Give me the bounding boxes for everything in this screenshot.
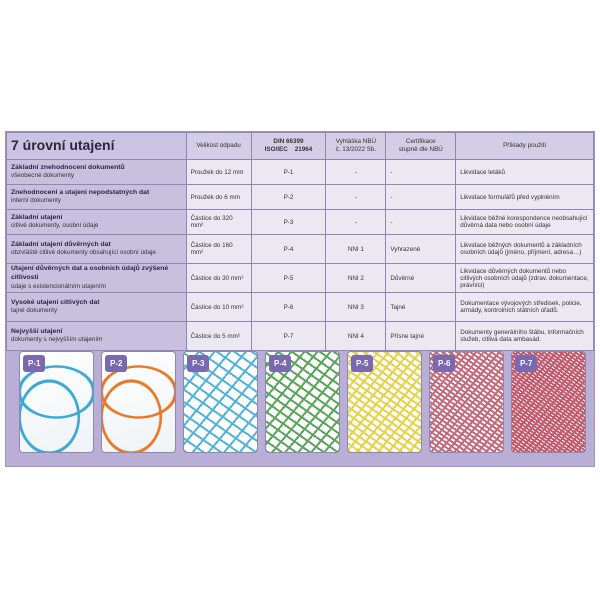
level-tag: P-2 bbox=[105, 355, 128, 372]
din-cell: P-6 bbox=[250, 292, 327, 322]
nbu-cell: NNI 3 bbox=[325, 292, 387, 322]
shred-photo-p-6: P-6 bbox=[429, 351, 504, 453]
table-row: Základní utajení citlivé dokumenty, osobn… bbox=[6, 209, 594, 235]
cert-cell: - bbox=[385, 159, 457, 185]
din-cell: P-4 bbox=[250, 234, 327, 264]
shred-photo-p-7: P-7 bbox=[511, 351, 586, 453]
size-cell: Proužek do 6 mm bbox=[185, 184, 252, 210]
nbu-cell: - bbox=[325, 184, 387, 210]
size-cell: Proužek do 12 mm bbox=[185, 159, 252, 185]
table-row: Vysoké utajení citlivých dat tajné dokume… bbox=[6, 292, 594, 322]
example-cell: Likvidace formulářů před vyplněním bbox=[455, 184, 594, 210]
example-cell: Dokumenty generálního štábu, informačníc… bbox=[455, 321, 594, 351]
level-tag: P-6 bbox=[433, 355, 456, 372]
size-cell: Částice do 10 mm² bbox=[185, 292, 252, 322]
level-cell: Nejvyšší utajení dokumenty s nejvyšším ut… bbox=[6, 321, 187, 351]
level-cell: Základní utajení citlivé dokumenty, osobn… bbox=[6, 209, 187, 235]
table-title: 7 úrovní utajení bbox=[6, 132, 187, 160]
table-row: Základní znehodnocení dokumentů všeobecné… bbox=[6, 159, 594, 185]
din-cell: P-5 bbox=[250, 263, 327, 293]
level-cell: Základní utajení důvěrných dat obzvláště … bbox=[6, 234, 187, 264]
level-cell: Základní znehodnocení dokumentů všeobecné… bbox=[6, 159, 187, 185]
example-cell: Likvidace běžných dokumentů a základních… bbox=[455, 234, 594, 264]
cert-cell: Důvěrné bbox=[385, 263, 457, 293]
din-cell: P-7 bbox=[250, 321, 327, 351]
table-header: 7 úrovní utajení Velikost odpadu DIN 663… bbox=[6, 132, 594, 160]
shred-photo-p-4: P-4 bbox=[265, 351, 340, 453]
table-row: Základní utajení důvěrných dat obzvláště … bbox=[6, 234, 594, 264]
security-levels-table: 7 úrovní utajení Velikost odpadu DIN 663… bbox=[6, 132, 594, 351]
header-nbu: Vyhláška NBÚ č. 13/2022 Sb. bbox=[325, 132, 387, 160]
table-row: Utajení důvěrných dat a osobních údajů z… bbox=[6, 263, 594, 293]
shred-photo-p-5: P-5 bbox=[347, 351, 422, 453]
level-tag: P-5 bbox=[351, 355, 374, 372]
cert-cell: Vyhrazené bbox=[385, 234, 457, 264]
example-cell: Likvidace běžné korespondence neobsahují… bbox=[455, 209, 594, 235]
nbu-cell: - bbox=[325, 159, 387, 185]
level-cell: Znehodnocení a utajení nepodstatných dat… bbox=[6, 184, 187, 210]
din-cell: P-1 bbox=[250, 159, 327, 185]
security-levels-panel: 7 úrovní utajení Velikost odpadu DIN 663… bbox=[5, 131, 595, 467]
example-cell: Dokumentace vývojových středisek, polici… bbox=[455, 292, 594, 322]
nbu-cell: NNI 4 bbox=[325, 321, 387, 351]
level-tag: P-1 bbox=[23, 355, 46, 372]
example-cell: Likvidace letáků bbox=[455, 159, 594, 185]
level-tag: P-4 bbox=[269, 355, 292, 372]
header-examples: Příklady použití bbox=[455, 132, 594, 160]
nbu-cell: NNI 2 bbox=[325, 263, 387, 293]
din-cell: P-2 bbox=[250, 184, 327, 210]
level-tag: P-7 bbox=[515, 355, 538, 372]
cert-cell: Tajné bbox=[385, 292, 457, 322]
table-row: Znehodnocení a utajení nepodstatných dat… bbox=[6, 184, 594, 210]
cert-cell: - bbox=[385, 184, 457, 210]
header-cert: Certifikace stupně dle NBÚ bbox=[385, 132, 457, 160]
shred-photo-p-1: P-1 bbox=[19, 351, 94, 453]
shred-photos: P-1 P-2 P-3 P-4 P-5 P-6 P-7 bbox=[19, 351, 589, 453]
cert-cell: Přísne tajné bbox=[385, 321, 457, 351]
shred-photo-p-3: P-3 bbox=[183, 351, 258, 453]
level-cell: Utajení důvěrných dat a osobních údajů z… bbox=[6, 263, 187, 293]
table-row: Nejvyšší utajení dokumenty s nejvyšším ut… bbox=[6, 321, 594, 351]
level-cell: Vysoké utajení citlivých dat tajné dokume… bbox=[6, 292, 187, 322]
level-tag: P-3 bbox=[187, 355, 210, 372]
cert-cell: - bbox=[385, 209, 457, 235]
shred-photo-p-2: P-2 bbox=[101, 351, 176, 453]
nbu-cell: NNI 1 bbox=[325, 234, 387, 264]
size-cell: Částice do 5 mm² bbox=[185, 321, 252, 351]
size-cell: Částice do 320 mm² bbox=[185, 209, 252, 235]
nbu-cell: - bbox=[325, 209, 387, 235]
size-cell: Částice do 160 mm² bbox=[185, 234, 252, 264]
example-cell: Likvidace důvěrných dokumentů nebo citli… bbox=[455, 263, 594, 293]
header-size: Velikost odpadu bbox=[185, 132, 252, 160]
size-cell: Částice do 30 mm² bbox=[185, 263, 252, 293]
din-cell: P-3 bbox=[250, 209, 327, 235]
header-din: DIN 66399 ISO/IEC 21964 bbox=[250, 132, 327, 160]
